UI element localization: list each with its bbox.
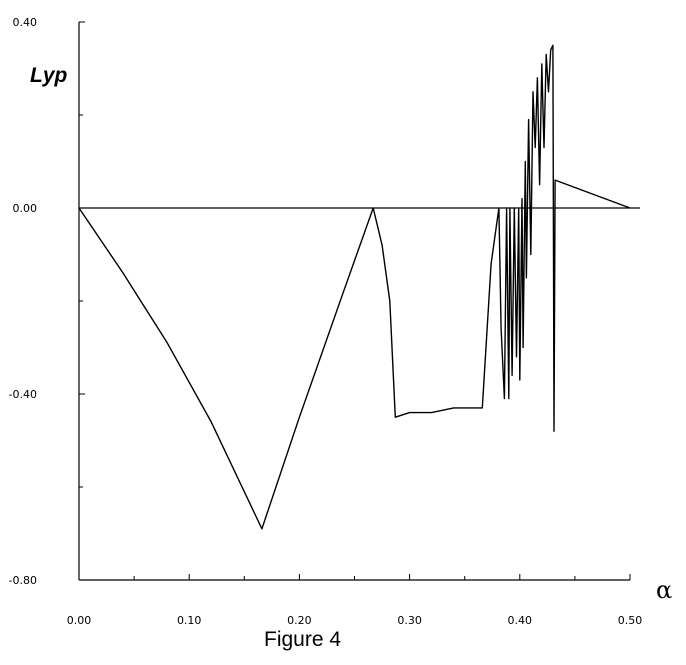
y-axis-title: Lyp [30, 64, 68, 87]
x-tick-label: 0.40 [508, 614, 533, 627]
x-tick-label: 0.00 [67, 614, 92, 627]
figure-caption: Figure 4 [264, 628, 341, 651]
ticks: 0.00 0.10 0.20 0.30 0.40 0.50 0.40 0.00 -0.40 -0.… [9, 16, 643, 627]
y-tick-label: -0.40 [9, 388, 37, 401]
y-tick-label: 0.00 [13, 202, 38, 215]
axes [78, 22, 640, 581]
y-tick-label: -0.80 [9, 574, 37, 587]
x-tick-label: 0.20 [287, 614, 312, 627]
x-tick-label: 0.50 [618, 614, 643, 627]
y-tick-label: 0.40 [13, 16, 38, 29]
series-line [78, 44, 631, 530]
x-tick-label: 0.10 [177, 614, 202, 627]
x-tick-label: 0.30 [397, 614, 422, 627]
x-axis-title: α [656, 576, 672, 604]
